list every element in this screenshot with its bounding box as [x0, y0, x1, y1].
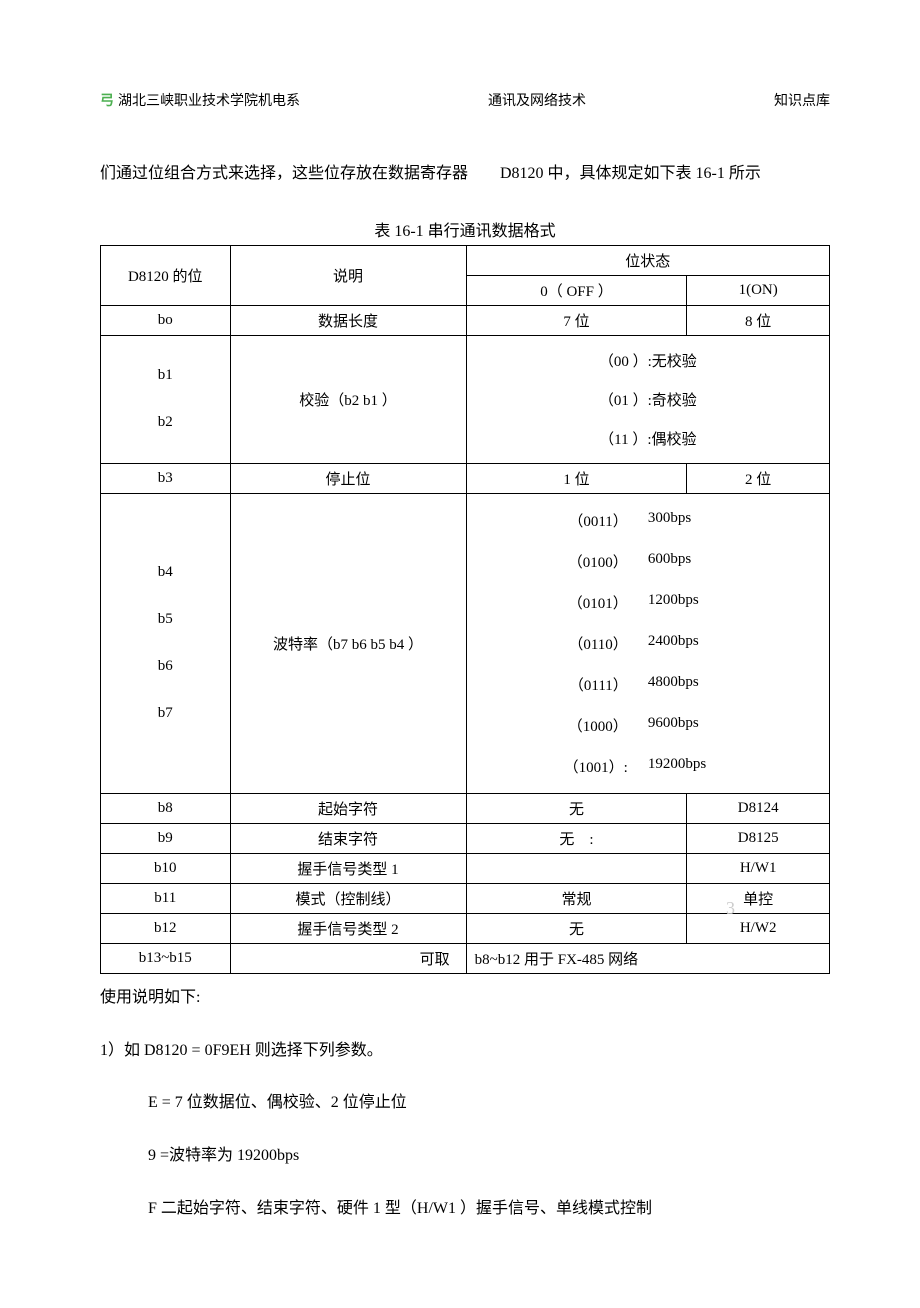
baud-item: （1001）: 19200bps: [475, 756, 821, 777]
bit-cell: bo: [101, 305, 231, 335]
watermark-number: 3: [726, 898, 735, 919]
table-row: b9 结束字符 无 : D8125: [101, 823, 830, 853]
off-cell: 7 位: [466, 305, 687, 335]
desc-cell: 可取: [230, 943, 466, 973]
desc-cell: 波特率（b7 b6 b5 b4 ）: [230, 493, 466, 793]
bit-cell: b11: [101, 883, 231, 913]
table-row: b1 b2 校验（b2 b1 ） （00 ）:无校验 （01 ）:奇校验 （11…: [101, 335, 830, 463]
off-cell: 常规: [466, 883, 687, 913]
bit-cell: b4 b5 b6 b7: [101, 493, 231, 793]
header-bit: D8120 的位: [101, 245, 231, 305]
header-on: 1(ON): [687, 275, 830, 305]
document-header: 弓 湖北三峡职业技术学院机电系 通讯及网络技术 知识点库: [100, 90, 830, 110]
page-wrapper: 弓 湖北三峡职业技术学院机电系 通讯及网络技术 知识点库 们通过位组合方式来选择…: [100, 90, 830, 1224]
header-left: 弓 湖北三峡职业技术学院机电系: [100, 90, 300, 110]
bit-label: b6: [158, 658, 173, 675]
baud-cell-container: （0011）300bps （0100）600bps （0101）1200bps …: [466, 493, 829, 793]
on-cell: D8124: [687, 793, 830, 823]
bit-cell: b10: [101, 853, 231, 883]
intro-paragraph: 们通过位组合方式来选择，这些位存放在数据寄存器 D8120 中，具体规定如下表 …: [100, 160, 830, 189]
baud-value: 4800bps: [648, 674, 768, 695]
bit-label: b4: [158, 564, 173, 581]
desc-cell: 校验（b2 b1 ）: [230, 335, 466, 463]
on-cell: H/W1: [687, 853, 830, 883]
parity-cell-container: （00 ）:无校验 （01 ）:奇校验 （11 ）:偶校验: [466, 335, 829, 463]
baud-value: 300bps: [648, 510, 768, 531]
header-off: 0（ OFF ）: [466, 275, 687, 305]
header-institution: 湖北三峡职业技术学院机电系: [118, 90, 300, 110]
desc-cell: 握手信号类型 2: [230, 913, 466, 943]
baud-value: 9600bps: [648, 715, 768, 736]
baud-code: （1001）:: [528, 756, 628, 777]
table-row: b8 起始字符 无 D8124: [101, 793, 830, 823]
usage-label: 使用说明如下:: [100, 984, 830, 1013]
table-row: b4 b5 b6 b7 波特率（b7 b6 b5 b4 ） （0011） 300b…: [101, 493, 830, 793]
bit-label: b5: [158, 611, 173, 628]
baud-value: 2400bps: [648, 633, 768, 654]
desc-cell: 数据长度: [230, 305, 466, 335]
off-cell: 无: [466, 913, 687, 943]
table-row: bo 数据长度 7 位 8 位: [101, 305, 830, 335]
on-cell: H/W2: [687, 913, 830, 943]
bit-cell: b8: [101, 793, 231, 823]
bit-cell: b3: [101, 463, 231, 493]
header-category: 知识点库: [774, 90, 830, 110]
baud-code: （0111）: [528, 674, 628, 695]
header-status: 位状态: [466, 245, 829, 275]
off-cell: [466, 853, 687, 883]
on-cell: D8125: [687, 823, 830, 853]
usage-item-1: 1）如 D8120 = 0F9EH 则选择下列参数。: [100, 1037, 830, 1066]
baud-value: 1200bps: [648, 592, 768, 613]
data-format-table: D8120 的位 说明 位状态 0（ OFF ） 1(ON) bo 数据长度 7…: [100, 245, 830, 974]
desc-cell: 握手信号类型 1: [230, 853, 466, 883]
baud-item: （0100） 600bps: [475, 551, 821, 572]
desc-cell: 起始字符: [230, 793, 466, 823]
baud-item: （0110） 2400bps: [475, 633, 821, 654]
usage-item-f: F 二起始字符、结束字符、硬件 1 型（H/W1 ）握手信号、单线模式控制: [100, 1195, 830, 1224]
usage-item-9: 9 =波特率为 19200bps: [100, 1142, 830, 1171]
table-row: b13~b15 可取 b8~b12 用于 FX-485 网络: [101, 943, 830, 973]
off-cell: 无 :: [466, 823, 687, 853]
table-row: b12 握手信号类型 2 无 H/W2: [101, 913, 830, 943]
usage-item-e: E = 7 位数据位、偶校验、2 位停止位: [100, 1089, 830, 1118]
bit-cell: b12: [101, 913, 231, 943]
off-cell: 无: [466, 793, 687, 823]
bit-cell: b13~b15: [101, 943, 231, 973]
bit-label: b2: [158, 414, 173, 431]
bit-cell: b1 b2: [101, 335, 231, 463]
baud-item: （0011） 300bps: [475, 510, 821, 531]
on-cell: 单控: [687, 883, 830, 913]
parity-value: （01 ）:奇校验: [599, 389, 697, 410]
baud-value: 19200bps: [648, 756, 768, 777]
baud-item: （0111） 4800bps: [475, 674, 821, 695]
on-cell: 2 位: [687, 463, 830, 493]
bit-cell: b9: [101, 823, 231, 853]
baud-code: （0100）: [528, 551, 628, 572]
header-icon: 弓: [100, 90, 114, 110]
table-row: b3 停止位 1 位 2 位: [101, 463, 830, 493]
table-header-row-1: D8120 的位 说明 位状态: [101, 245, 830, 275]
baud-code: （1000）: [528, 715, 628, 736]
parity-value: （11 ）:偶校验: [599, 428, 696, 449]
baud-code: （0110）: [528, 633, 628, 654]
desc-cell: 停止位: [230, 463, 466, 493]
table-title: 表 16-1 串行通讯数据格式: [100, 217, 830, 241]
header-desc: 说明: [230, 245, 466, 305]
bit-label: b1: [158, 367, 173, 384]
table-row: b11 模式（控制线） 常规 单控: [101, 883, 830, 913]
baud-item: （0101） 1200bps: [475, 592, 821, 613]
baud-code: （0101）: [528, 592, 628, 613]
header-subject: 通讯及网络技术: [488, 90, 586, 110]
baud-item: （1000） 9600bps: [475, 715, 821, 736]
merged-cell: b8~b12 用于 FX-485 网络: [466, 943, 829, 973]
desc-cell: 模式（控制线）: [230, 883, 466, 913]
baud-code: （0011）: [528, 510, 628, 531]
desc-cell: 结束字符: [230, 823, 466, 853]
parity-value: （00 ）:无校验: [599, 350, 697, 371]
off-cell: 1 位: [466, 463, 687, 493]
on-cell: 8 位: [687, 305, 830, 335]
baud-value: 600bps: [648, 551, 768, 572]
bit-label: b7: [158, 705, 173, 722]
table-row: b10 握手信号类型 1 H/W1: [101, 853, 830, 883]
